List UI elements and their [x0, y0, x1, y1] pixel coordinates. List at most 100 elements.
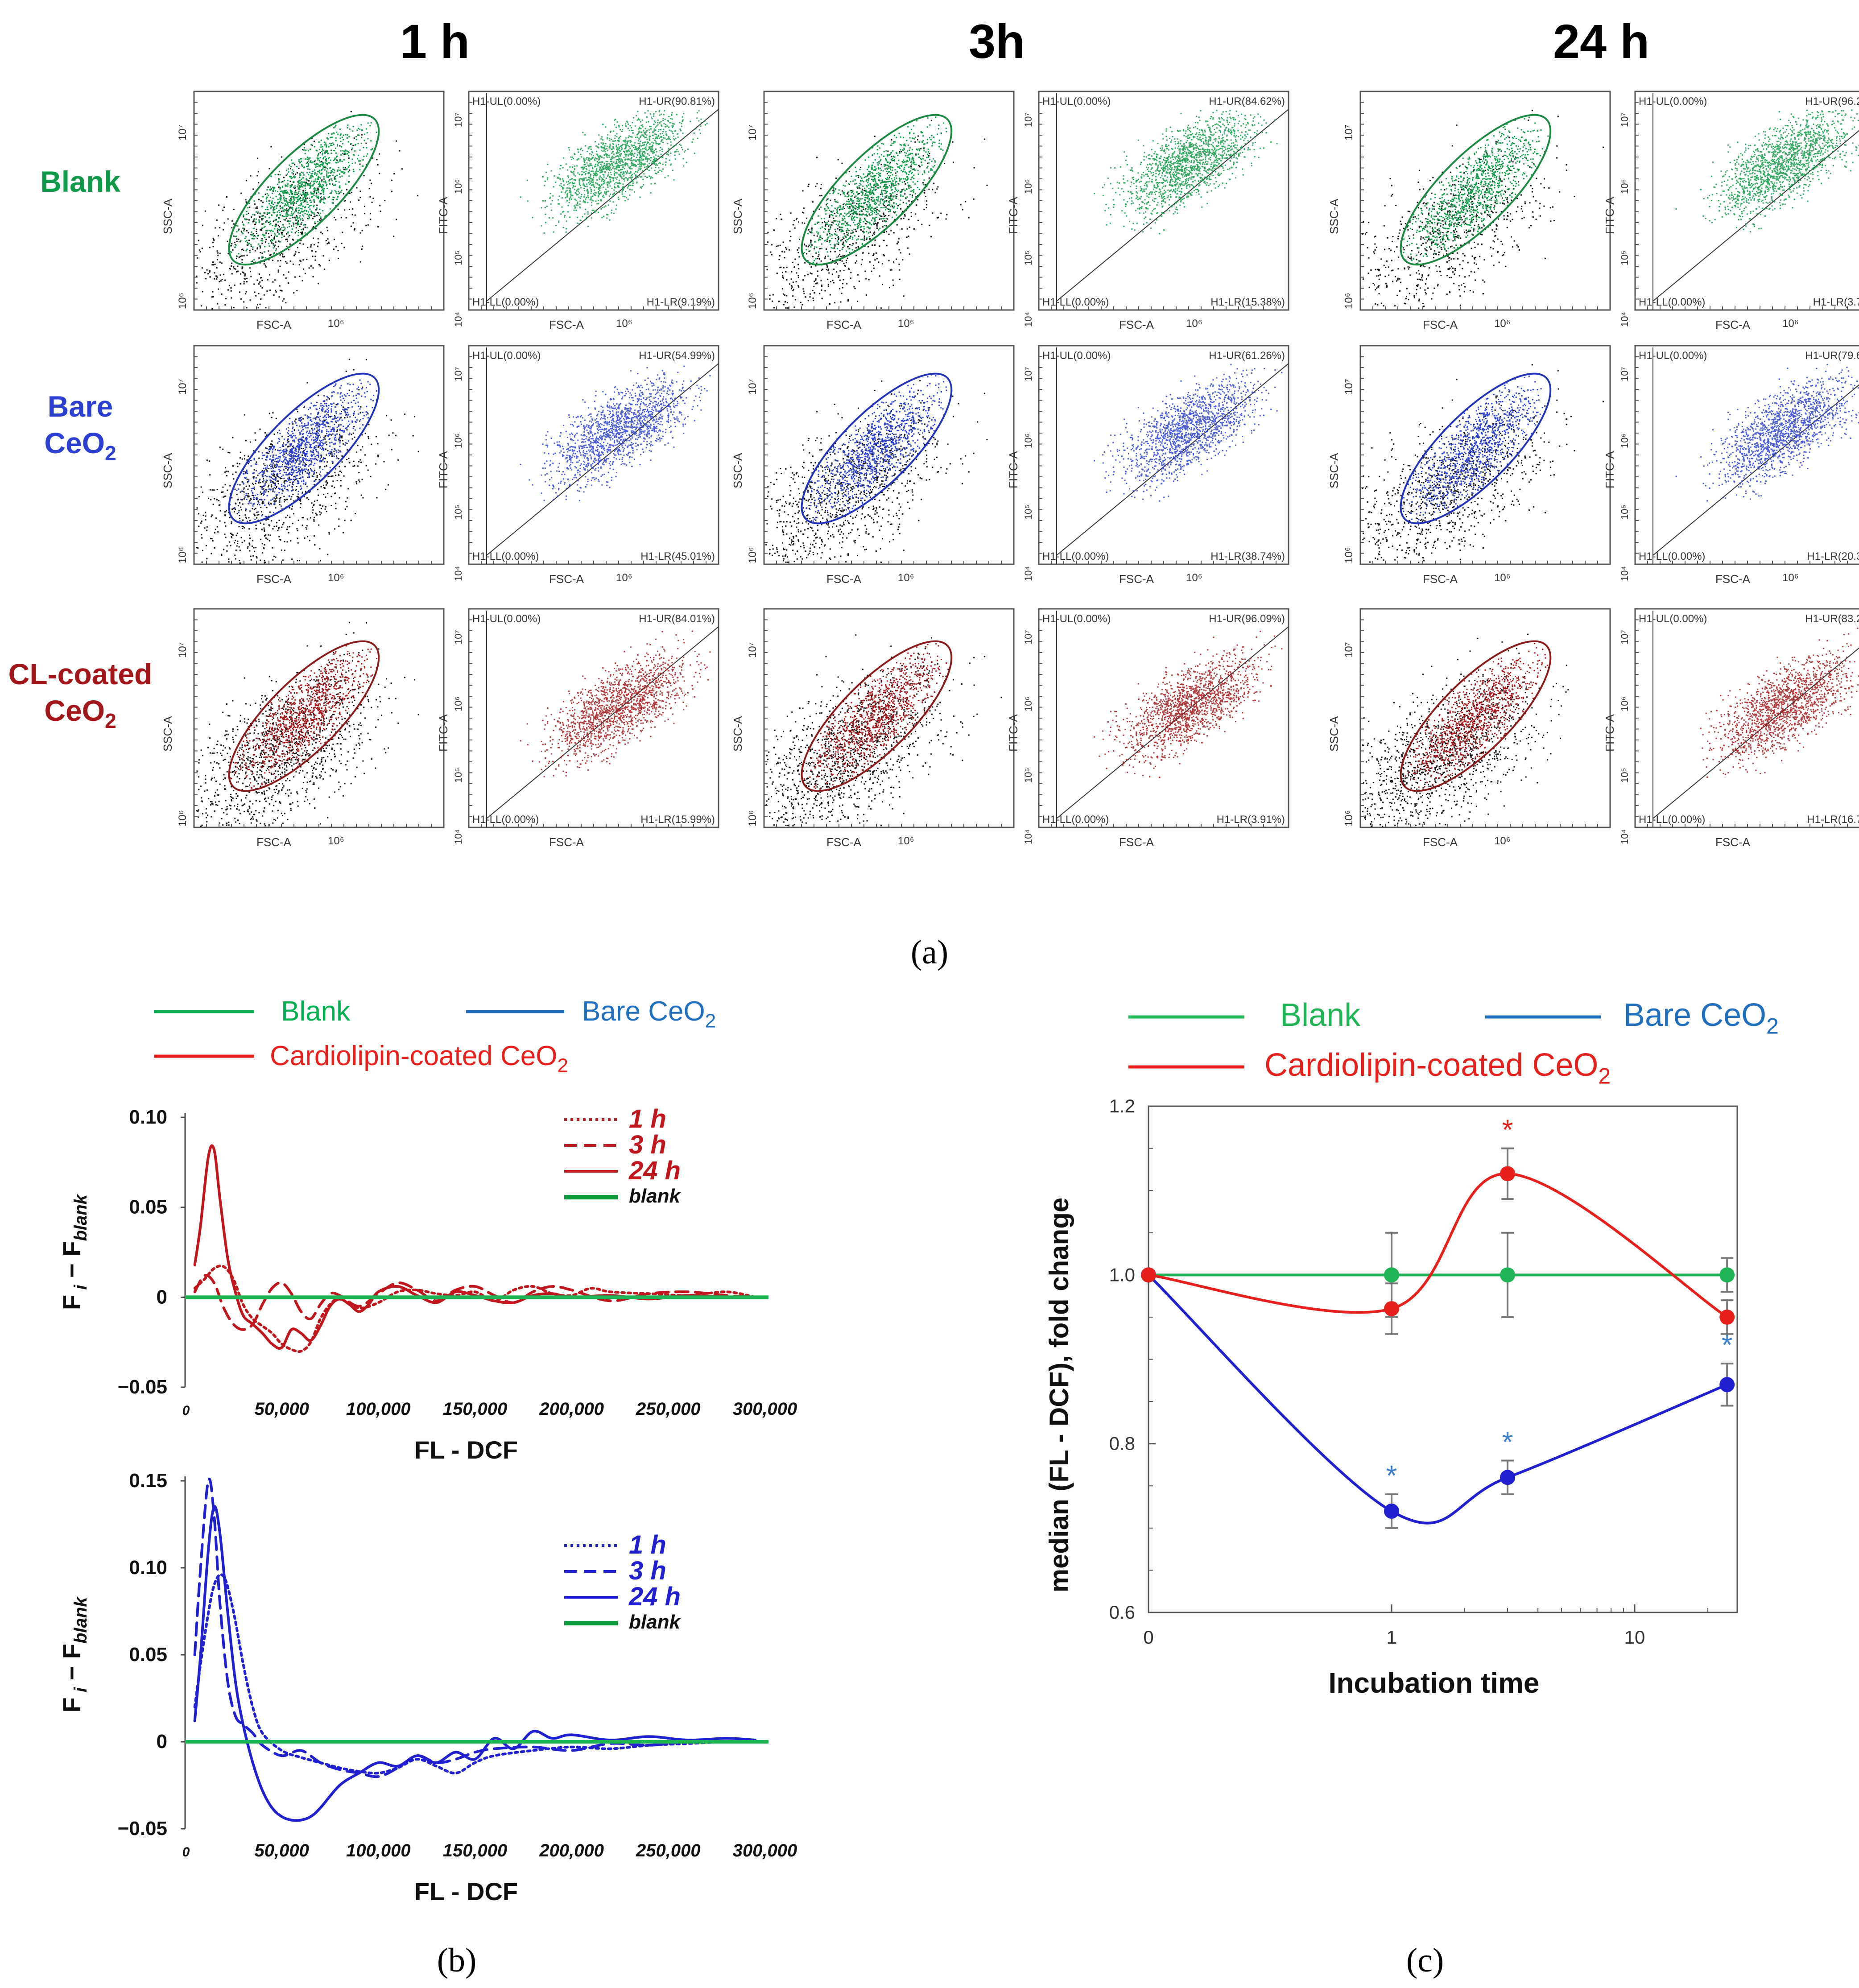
y-tick-label: 10⁷	[1619, 113, 1630, 127]
legend-label: Blank	[281, 996, 351, 1027]
x-tick-label: 0	[182, 1845, 190, 1860]
data-point	[1719, 1267, 1735, 1283]
row-label: CeO2	[44, 426, 116, 465]
gate-ellipse	[801, 640, 953, 792]
y-tick-label: 0	[157, 1731, 167, 1752]
fitc-fsc-plot: H1-UL(0.00%) H1-UR(90.81%) H1-LL(0.00%) H1-…	[437, 91, 719, 331]
panel-c: Blank Bare CeO2 Cardiolipin-coated CeO2 0.6…	[1044, 997, 1779, 1699]
ssc-fsc-plot: FSC-A 10⁶ SSC-A 10⁷ 10⁶	[161, 345, 445, 586]
y-tick-label: 10⁶	[1023, 696, 1034, 711]
line-chart-b_bottom: −0.05 0 0.05 0.10 0.15 0 50,000 100,000 150,000 2…	[58, 1470, 797, 1905]
y-tick-label: 0.05	[129, 1644, 167, 1666]
ssc-fsc-plot: FSC-A 10⁶ SSC-A 10⁷ 10⁶	[161, 608, 445, 849]
x-tick-label: 10⁶	[328, 318, 344, 330]
x-axis-label: FSC-A	[549, 835, 584, 849]
x-axis-label: FSC-A	[1119, 835, 1154, 849]
y-tick-label: 10⁵	[1023, 504, 1034, 520]
quadrant-lr: H1-LR(9.19%)	[647, 296, 715, 308]
y-axis-label: FITC-A	[1007, 714, 1020, 752]
x-tick-label: 150,000	[443, 1841, 508, 1860]
x-axis-label: FSC-A	[1119, 572, 1154, 586]
x-tick-label: 10⁶	[1494, 572, 1511, 584]
gate-ellipse	[1400, 114, 1552, 266]
y-tick-label: 10⁵	[1619, 504, 1630, 520]
quadrant-diagonal	[1652, 130, 1859, 302]
x-tick-label: 10⁶	[616, 318, 632, 330]
fitc-fsc-plot: H1-UL(0.00%) H1-UR(54.99%) H1-LL(0.00%) H1-…	[437, 345, 719, 586]
x-axis-label: FSC-A	[826, 835, 862, 849]
legend-entry: 1 h	[629, 1530, 666, 1559]
events	[520, 365, 711, 501]
quadrant-lr: H1-LR(15.38%)	[1210, 296, 1285, 308]
y-tick-label: 10⁴	[1023, 566, 1034, 581]
fitc-fsc-plot: H1-UL(0.00%) H1-UR(61.26%) H1-LL(0.00%) H1-…	[1007, 345, 1289, 586]
x-axis-label: Incubation time	[1329, 1667, 1540, 1699]
quadrant-ur: H1-UR(96.23%)	[1805, 95, 1859, 107]
data-point	[1719, 1309, 1735, 1325]
row-label: CL-coated	[8, 657, 153, 690]
y-axis-label: FITC-A	[437, 451, 450, 488]
x-axis-label: FSC-A	[1423, 835, 1458, 849]
quadrant-diagonal	[486, 109, 719, 302]
y-tick-label: 10⁶	[747, 547, 759, 563]
ssc-fsc-plot: FSC-A 10⁶ SSC-A 10⁷ 10⁶	[1327, 345, 1611, 586]
gated-events	[1405, 643, 1552, 792]
x-axis-label: FSC-A	[256, 318, 292, 331]
gate-ellipse	[228, 372, 380, 525]
line-chart-c: 0.6 0.8 1.0 1.2 0 1 10 Incubation time median (F…	[1044, 1095, 1738, 1699]
data-point	[1384, 1301, 1399, 1316]
y-tick-label: 10⁷	[453, 113, 464, 127]
legend-entry: 3 h	[629, 1130, 666, 1159]
x-tick-label: 250,000	[636, 1399, 701, 1419]
gated-events	[1401, 375, 1547, 524]
y-tick-label: 10⁶	[453, 696, 464, 711]
y-axis-label: SSC-A	[161, 453, 174, 488]
gate-ellipse	[1400, 640, 1552, 792]
x-tick-label: 150,000	[443, 1399, 508, 1419]
x-tick-label: 10	[1624, 1627, 1645, 1648]
y-tick-label: 10⁷	[1023, 630, 1034, 645]
y-axis-label: median (FL - DCF), fold change	[1044, 1198, 1074, 1593]
y-tick-label: 10⁵	[453, 504, 464, 520]
x-tick-label: 10⁶	[898, 318, 914, 330]
events	[1700, 628, 1859, 778]
gate-ellipse	[228, 640, 380, 792]
y-tick-label: 10⁷	[747, 125, 759, 141]
y-tick-label: 10⁷	[177, 379, 189, 395]
x-tick-label: 300,000	[733, 1399, 797, 1419]
quadrant-ul: H1-UL(0.00%)	[472, 350, 541, 362]
y-axis-label: F i − Fblank	[58, 1194, 91, 1310]
y-tick-label: 10⁷	[1619, 367, 1630, 381]
y-axis-label: FITC-A	[1603, 197, 1616, 234]
y-axis-label: SSC-A	[161, 198, 174, 234]
x-axis-label: FL - DCF	[414, 1877, 518, 1905]
x-axis-label: FSC-A	[1715, 318, 1751, 331]
quadrant-lr: H1-LR(20.31%)	[1807, 550, 1859, 562]
data-point	[1384, 1504, 1399, 1519]
x-tick-label: 10⁶	[898, 572, 914, 584]
y-tick-label: 10⁶	[747, 293, 759, 309]
legend-label: Cardiolipin-coated CeO2	[1264, 1047, 1611, 1089]
x-tick-label: 200,000	[539, 1399, 604, 1419]
data-point	[1500, 1267, 1516, 1283]
y-tick-label: 10⁷	[453, 367, 464, 381]
legend-label: Cardiolipin-coated CeO2	[270, 1041, 568, 1076]
series-24h	[193, 1144, 757, 1350]
time-header: 1 h	[400, 14, 470, 68]
row-label: CeO2	[44, 694, 116, 732]
y-tick-label: 0.6	[1109, 1602, 1135, 1623]
x-tick-label: 10⁶	[328, 835, 344, 847]
y-axis-label: SSC-A	[731, 198, 744, 234]
quadrant-lr: H1-LR(38.74%)	[1210, 550, 1285, 562]
y-tick-label: 10⁷	[177, 642, 189, 658]
y-axis-label: FITC-A	[437, 197, 450, 234]
data-point	[1141, 1267, 1156, 1283]
quadrant-lr: H1-LR(45.01%)	[640, 550, 715, 562]
y-tick-label: 10⁴	[1023, 829, 1034, 844]
y-tick-label: 10⁵	[453, 768, 464, 783]
x-tick-label: 50,000	[254, 1399, 309, 1419]
y-tick-label: 0.15	[129, 1470, 167, 1492]
y-tick-label: 10⁶	[453, 179, 464, 194]
legend-entry: 24 h	[628, 1582, 681, 1611]
